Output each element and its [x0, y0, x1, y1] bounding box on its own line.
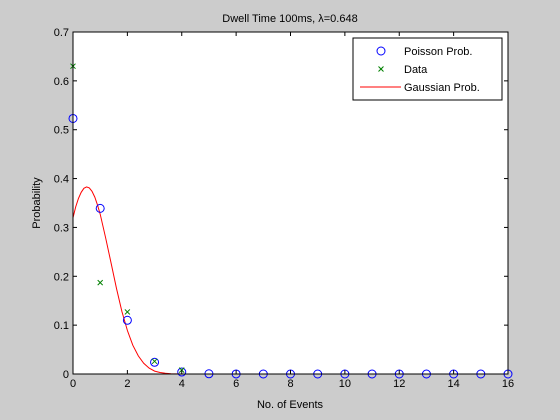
y-tick-label: 0 [63, 369, 69, 381]
y-tick-label: 0.3 [54, 222, 69, 234]
x-axis-label: No. of Events [257, 399, 324, 411]
x-tick-label: 8 [287, 378, 293, 390]
legend-symbol-poisson [376, 46, 386, 56]
poisson-point [177, 367, 187, 377]
x-tick-label: 12 [393, 378, 405, 390]
x-tick-label: 6 [233, 378, 239, 390]
y-tick-label: 0.5 [54, 125, 69, 137]
data-point [97, 279, 104, 286]
x-tick-label: 2 [124, 378, 130, 390]
x-tick-label: 10 [339, 378, 351, 390]
x-tick-label: 14 [448, 378, 460, 390]
tick-layer: 0 2 4 6 8 10 12 14 16 0 0.1 0.2 0.3 0.4 0.5 0.6 0.7 [54, 27, 514, 390]
legend-symbol-data [378, 66, 384, 72]
legend-symbols [360, 46, 401, 88]
data-point [124, 309, 131, 315]
y-tick-label: 0.4 [54, 174, 69, 186]
legend: Poisson Prob. Data Gaussian Prob. [352, 37, 503, 101]
y-tick-label: 0.2 [54, 271, 69, 283]
chart-title: Dwell Time 100ms, λ=0.648 [222, 13, 357, 25]
legend-entry-data: Data [404, 64, 428, 76]
poisson-point [150, 357, 160, 367]
data-point [151, 358, 158, 365]
legend-entry-poisson: Poisson Prob. [404, 46, 472, 58]
y-axis-label: Probability [31, 177, 43, 229]
x-tick-label: 0 [70, 378, 76, 390]
x-tick-label: 16 [502, 378, 514, 390]
poisson-point [95, 203, 105, 213]
y-tick-label: 0.6 [54, 76, 69, 88]
y-tick-label: 0.1 [54, 320, 69, 332]
legend-entry-gaussian: Gaussian Prob. [404, 82, 480, 94]
y-tick-label: 0.7 [54, 27, 69, 39]
x-tick-label: 4 [179, 378, 185, 390]
poisson-point [122, 315, 132, 325]
